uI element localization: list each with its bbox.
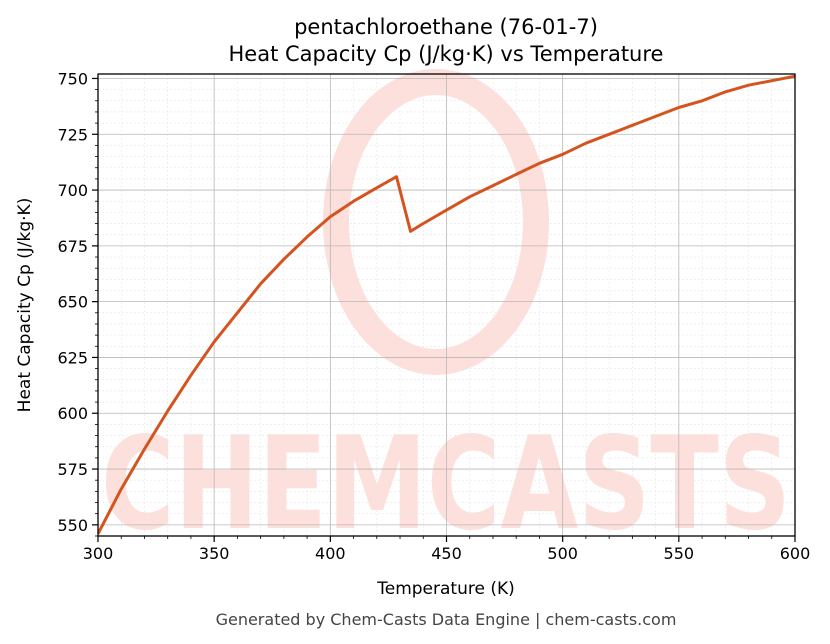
y-tick-label: 575	[57, 460, 88, 479]
y-axis-label: Heat Capacity Cp (J/kg·K)	[15, 198, 35, 413]
x-tick-labels: 300 350 400 450 500 550 600	[83, 544, 811, 563]
x-tick-label: 500	[547, 544, 578, 563]
y-tick-label: 750	[57, 69, 88, 88]
y-tick-label: 625	[57, 348, 88, 367]
chart-title: pentachloroethane (76-01-7)	[294, 15, 598, 39]
x-tick-label: 300	[83, 544, 114, 563]
x-tick-label: 450	[431, 544, 462, 563]
y-tick-label: 550	[57, 516, 88, 535]
chart-subtitle: Heat Capacity Cp (J/kg·K) vs Temperature	[229, 42, 664, 66]
x-axis-label: Temperature (K)	[376, 579, 515, 599]
major-grid	[97, 74, 796, 536]
y-tick-labels: 550 575 600 625 650 675 700 725 750	[57, 69, 88, 534]
x-tick-label: 350	[199, 544, 230, 563]
x-tick-label: 400	[315, 544, 346, 563]
watermark-ring	[323, 69, 549, 375]
x-tick-label: 600	[780, 544, 811, 563]
footer-credit: Generated by Chem-Casts Data Engine | ch…	[216, 610, 677, 629]
series-line-cp	[98, 74, 795, 535]
y-tick-label: 700	[57, 181, 88, 200]
y-tick-label: 675	[57, 237, 88, 256]
x-tick-label: 550	[664, 544, 695, 563]
y-tick-label: 600	[57, 404, 88, 423]
y-tick-label: 725	[57, 125, 88, 144]
axis-ticks	[92, 77, 796, 542]
chemcasts-watermark: CHEMCASTS	[101, 69, 791, 559]
y-tick-label: 650	[57, 293, 88, 312]
watermark-text: CHEMCASTS	[101, 410, 791, 559]
